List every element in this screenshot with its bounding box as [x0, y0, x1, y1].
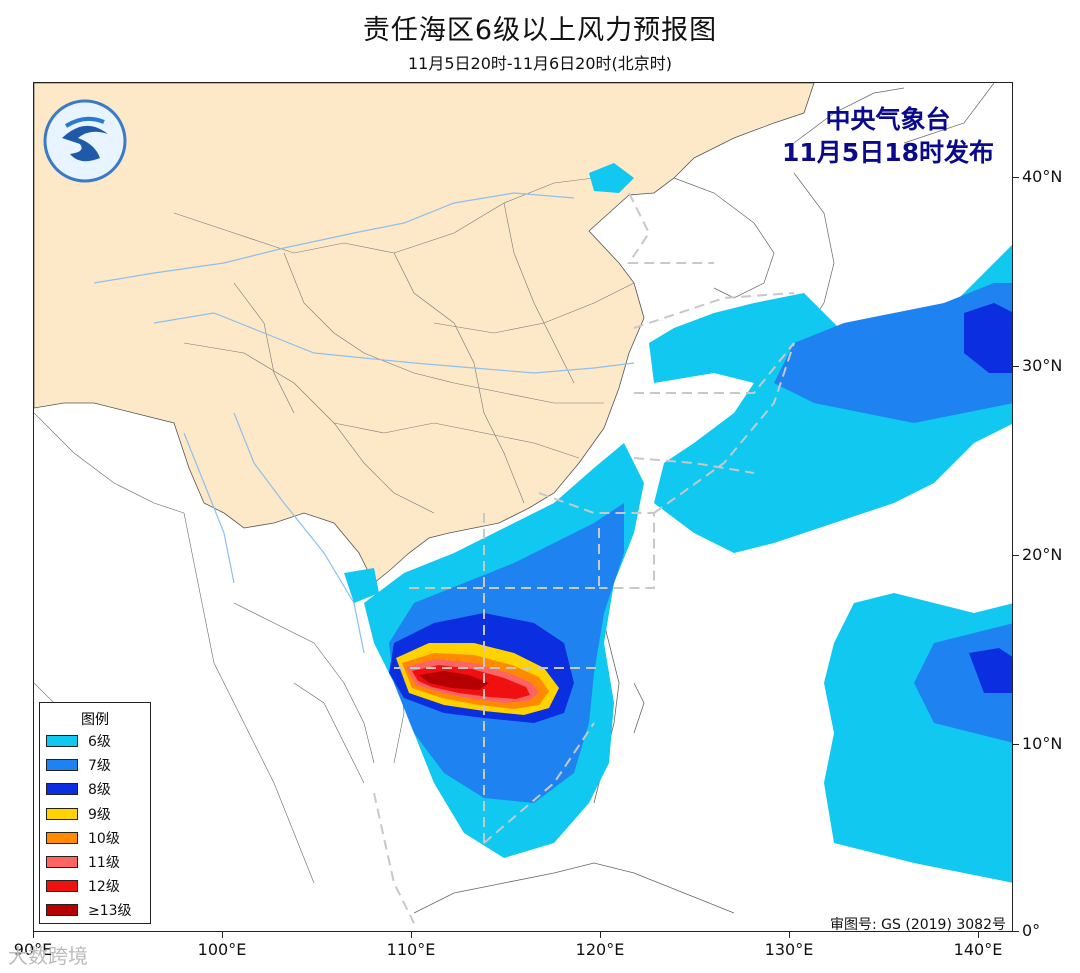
legend-title: 图例 [81, 712, 109, 728]
legend-label: 12级 [88, 879, 120, 896]
legend-label: 6级 [88, 734, 111, 751]
watermark: 大数跨境 [8, 944, 88, 968]
responsibility-zone-lines [373, 192, 795, 924]
cma-logo [43, 99, 127, 183]
province-boundaries [173, 177, 635, 514]
legend-swatch [46, 904, 78, 917]
map-title: 责任海区6级以上风力预报图 [362, 15, 718, 46]
issue-time: 11月5日18时发布 [782, 138, 994, 167]
legend-label: 10级 [88, 830, 120, 847]
x-label-90e: 90°E [13, 940, 53, 959]
y-tick [1013, 931, 1019, 932]
y-label-40n: 40°N [1022, 167, 1063, 186]
x-tick [789, 932, 790, 938]
x-tick [33, 932, 34, 938]
legend-swatch [46, 759, 78, 772]
legend-item: 12级 [40, 874, 150, 898]
rivers [93, 192, 635, 654]
y-tick [1013, 366, 1019, 367]
x-tick [411, 932, 412, 938]
x-label-130e: 130°E [764, 940, 814, 959]
y-tick [1013, 744, 1019, 745]
china-land [34, 83, 815, 584]
map-legend: 图例 6级 7级 8级 9级 10级 11级 12级 ≥13级 [39, 702, 151, 924]
y-label-30n: 30°N [1022, 356, 1063, 375]
map-area [33, 82, 1013, 932]
y-label-20n: 20°N [1022, 545, 1063, 564]
legend-label: 7级 [88, 758, 111, 775]
map-canvas [34, 83, 1012, 924]
legend-label: 8级 [88, 782, 111, 799]
legend-swatch [46, 783, 78, 796]
map-subtitle: 11月5日20时-11月6日20时(北京时) [407, 54, 673, 73]
x-label-140e: 140°E [953, 940, 1003, 959]
x-tick [978, 932, 979, 938]
issuer-block: 中央气象台 11月5日18时发布 [782, 103, 994, 169]
x-label-100e: 100°E [197, 940, 247, 959]
legend-item: 7级 [40, 753, 150, 777]
legend-swatch [46, 880, 78, 893]
y-label-10n: 10°N [1022, 734, 1063, 753]
legend-item: 11级 [40, 850, 150, 874]
y-tick [1013, 555, 1019, 556]
approval-number: 审图号: GS (2019) 3082号 [830, 917, 1006, 933]
y-label-0: 0° [1022, 921, 1041, 940]
legend-swatch [46, 856, 78, 869]
x-tick [600, 932, 601, 938]
legend-item: 10级 [40, 826, 150, 850]
legend-label: 11级 [88, 855, 120, 872]
legend-item: 8级 [40, 777, 150, 801]
wind-level-13-area [419, 671, 489, 690]
legend-label: 9级 [88, 806, 111, 823]
legend-item: ≥13级 [40, 898, 150, 922]
x-label-120e: 120°E [575, 940, 625, 959]
legend-swatch [46, 831, 78, 844]
x-label-110e: 110°E [386, 940, 436, 959]
legend-item: 6级 [40, 729, 150, 753]
legend-item: 9级 [40, 802, 150, 826]
legend-label: ≥13级 [88, 903, 132, 920]
x-tick [222, 932, 223, 938]
legend-swatch [46, 807, 78, 820]
y-tick [1013, 177, 1019, 178]
legend-swatch [46, 735, 78, 748]
issuer-name: 中央气象台 [825, 105, 951, 134]
